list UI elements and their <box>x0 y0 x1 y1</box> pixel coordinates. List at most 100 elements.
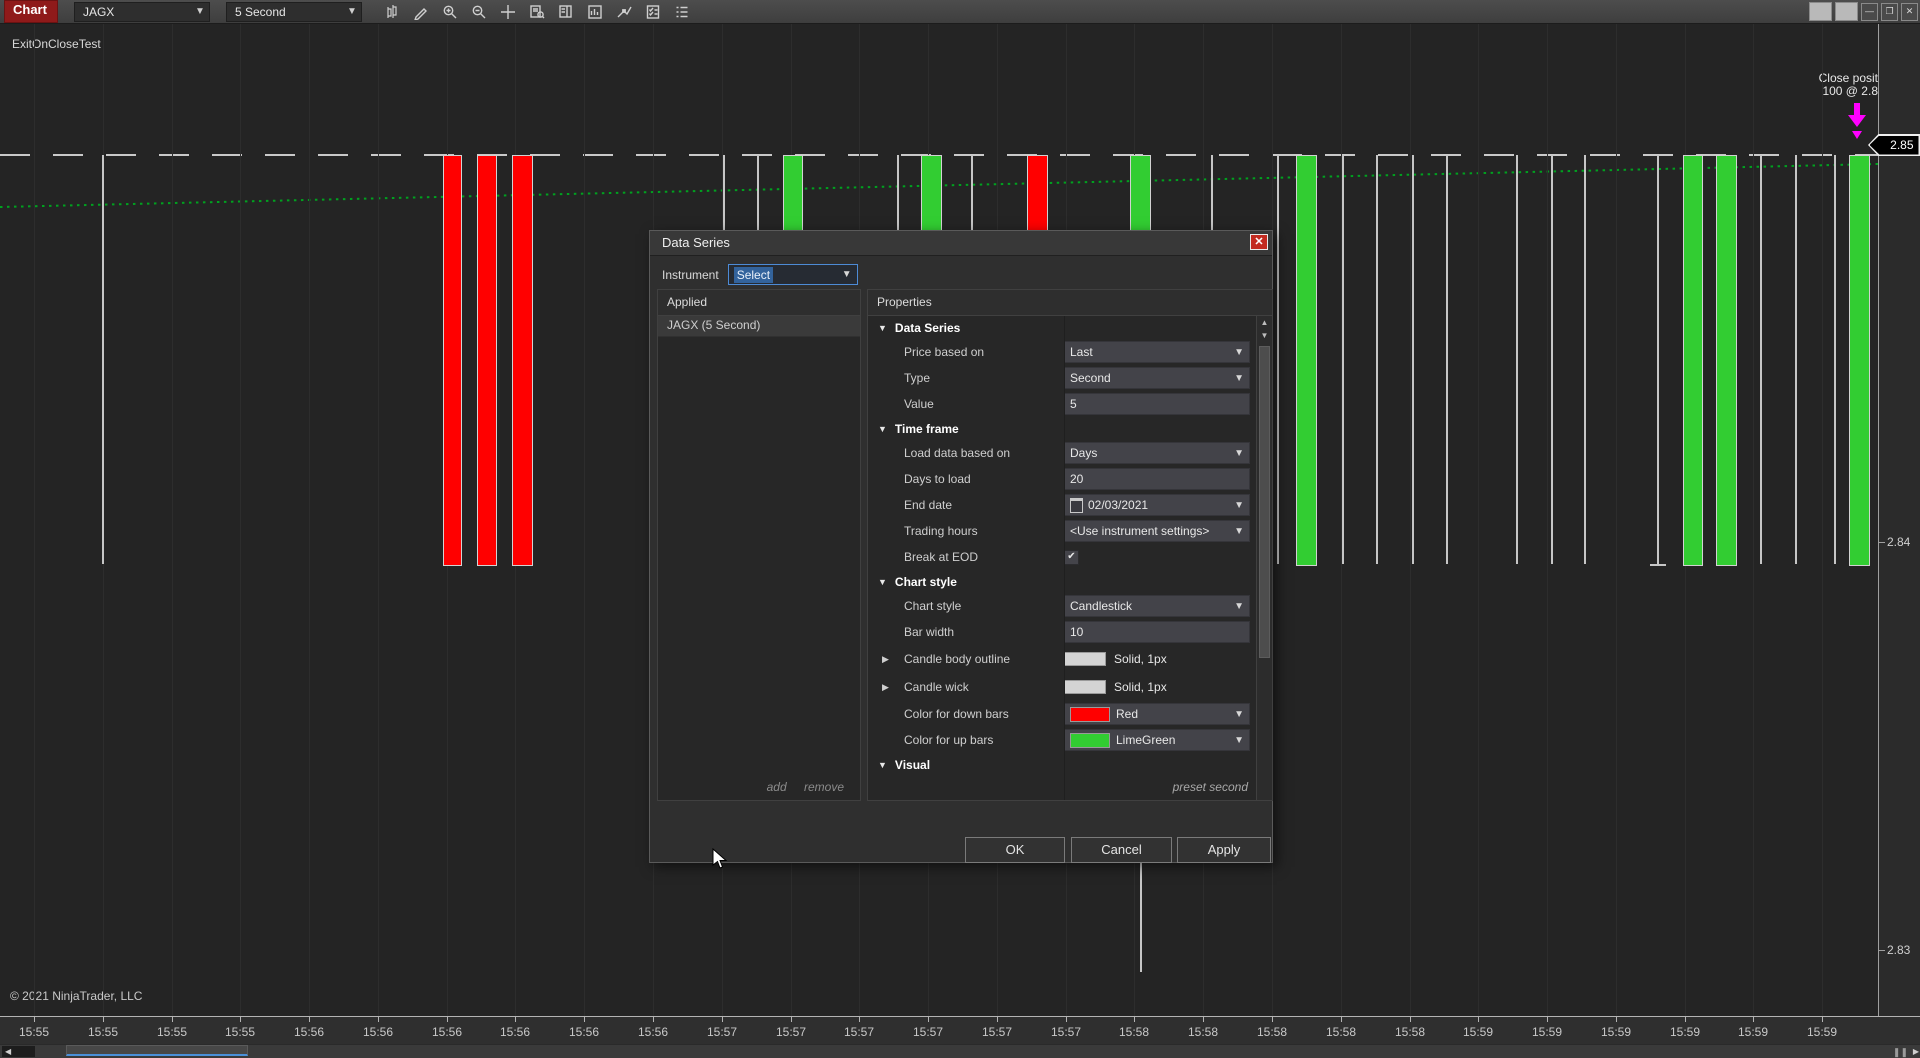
instrument-select-dropdown[interactable]: Select ▼ <box>727 264 858 285</box>
cancel-button[interactable]: Cancel <box>1071 837 1172 863</box>
line-style-swatch <box>1064 680 1106 694</box>
chevron-down-icon: ▼ <box>841 269 852 280</box>
scroll-up-icon[interactable]: ▲ <box>1260 318 1269 327</box>
scrollbar-thumb[interactable] <box>66 1045 248 1056</box>
end-date-dropdown[interactable]: 02/03/2021 ▼ <box>1064 494 1250 516</box>
expand-icon[interactable]: ▶ <box>882 681 889 692</box>
property-group-chart-style[interactable]: ▼ Chart style <box>868 570 1256 593</box>
drawing-tools-icon[interactable] <box>409 2 433 22</box>
property-row-trading-hours: Trading hours <Use instrument settings> ▼ <box>868 518 1256 544</box>
value-input[interactable]: 5 <box>1064 393 1250 415</box>
property-label: End date <box>904 498 953 512</box>
color-for-down-bars-dropdown[interactable]: Red ▼ <box>1064 703 1250 725</box>
scroll-left-button[interactable]: ◀ <box>2 1046 35 1057</box>
property-label: Value <box>904 397 934 411</box>
price-axis[interactable]: 2.85 2.84 2.83 <box>1868 24 1920 1016</box>
property-field-days-to-load[interactable]: 20 <box>1064 468 1250 490</box>
indicators-icon[interactable] <box>583 2 607 22</box>
time-axis-label: 15:57 <box>706 1025 738 1039</box>
scrollbar-grip-icon[interactable]: ❚❚ <box>1892 1047 1908 1057</box>
scroll-right-button[interactable]: ▶ <box>1912 1047 1919 1056</box>
end-date-value: 02/03/2021 <box>1088 498 1149 512</box>
restore-button[interactable]: ❐ <box>1881 2 1898 21</box>
property-label: Type <box>904 371 931 385</box>
expand-icon[interactable]: ▶ <box>882 653 889 664</box>
days-to-load-input[interactable]: 20 <box>1064 468 1250 490</box>
color-for-up-bars-dropdown[interactable]: LimeGreen ▼ <box>1064 729 1250 751</box>
property-group-time-frame[interactable]: ▼ Time frame <box>868 417 1256 440</box>
property-field-chart-style[interactable]: Candlestick ▼ <box>1064 595 1250 617</box>
property-field-candle-body-outline[interactable]: Solid, 1px <box>1064 648 1250 670</box>
panel-icon[interactable] <box>1809 2 1832 21</box>
chart-trader-icon[interactable] <box>554 2 578 22</box>
property-label: Candle wick <box>904 680 969 694</box>
applied-series-item[interactable]: JAGX (5 Second) <box>658 316 860 337</box>
chart-style-dropdown[interactable]: Candlestick ▼ <box>1064 595 1250 617</box>
property-group-visual[interactable]: ▼ Visual <box>868 753 1256 776</box>
zoom-in-icon[interactable] <box>438 2 462 22</box>
property-field-break-at-eod[interactable]: ✔ <box>1064 546 1250 568</box>
interval-selector-value: 5 Second <box>234 4 286 19</box>
gridline <box>584 24 585 1016</box>
property-field-end-date[interactable]: 02/03/2021 ▼ <box>1064 494 1250 516</box>
property-field-trading-hours[interactable]: <Use instrument settings> ▼ <box>1064 520 1250 542</box>
property-field-price-based-on[interactable]: Last ▼ <box>1064 341 1250 363</box>
remove-button[interactable]: remove <box>803 780 844 794</box>
trading-hours-dropdown[interactable]: <Use instrument settings> ▼ <box>1064 520 1250 542</box>
property-field-bar-width[interactable]: 10 <box>1064 621 1250 643</box>
chart-style-value: Candlestick <box>1070 599 1133 613</box>
draw-line-icon[interactable] <box>612 2 636 22</box>
crosshair-icon[interactable] <box>496 2 520 22</box>
gridline <box>1753 24 1754 1016</box>
property-field-color-for-down-bars[interactable]: Red ▼ <box>1064 703 1250 725</box>
candle-wick <box>1412 155 1414 564</box>
time-axis[interactable]: 15:55 15:55 15:55 15:55 15:56 15:56 15:56 15:56… <box>0 1016 1920 1044</box>
type-dropdown[interactable]: Second ▼ <box>1064 367 1250 389</box>
strategies-icon[interactable] <box>641 2 665 22</box>
panel-icon[interactable] <box>1835 2 1858 21</box>
property-field-candle-wick[interactable]: Solid, 1px <box>1064 676 1250 698</box>
instrument-selector[interactable]: JAGX ▼ <box>73 1 210 22</box>
apply-button[interactable]: Apply <box>1177 837 1271 863</box>
candle-wick <box>1834 155 1836 564</box>
price-markers-icon[interactable] <box>380 2 404 22</box>
add-button[interactable]: add <box>766 780 787 794</box>
time-tickmark <box>1478 1017 1479 1022</box>
instrument-row: Instrument Select ▼ <box>662 264 858 285</box>
close-button[interactable]: ✕ <box>1901 2 1918 21</box>
break-at-eod-checkbox[interactable]: ✔ <box>1064 549 1079 565</box>
horizontal-scrollbar[interactable]: ◀ ❚❚ ▶ <box>0 1044 1920 1058</box>
ok-button[interactable]: OK <box>965 837 1065 863</box>
chart-menu-button[interactable]: Chart <box>4 0 58 23</box>
property-group-label: Visual <box>894 757 931 772</box>
price-based-on-dropdown[interactable]: Last ▼ <box>1064 341 1250 363</box>
candle-wick <box>1277 155 1279 564</box>
time-tickmark <box>1410 1017 1411 1022</box>
property-field-load-data-based-on[interactable]: Days ▼ <box>1064 442 1250 464</box>
interval-selector[interactable]: 5 Second ▼ <box>225 1 362 22</box>
load-data-based-on-dropdown[interactable]: Days ▼ <box>1064 442 1250 464</box>
bar-width-input[interactable]: 10 <box>1064 621 1250 643</box>
dialog-close-icon[interactable]: ✕ <box>1250 234 1268 250</box>
exit-order-arrow-icon <box>1848 103 1866 139</box>
property-group-data-series[interactable]: ▼ Data Series <box>868 316 1256 339</box>
value-value: 5 <box>1070 397 1077 411</box>
properties-scrollbar[interactable]: ▲ ▼ <box>1256 316 1272 800</box>
candle-wick <box>102 155 104 564</box>
time-axis-label: 15:59 <box>1806 1025 1838 1039</box>
property-field-type[interactable]: Second ▼ <box>1064 367 1250 389</box>
property-field-color-for-up-bars[interactable]: LimeGreen ▼ <box>1064 729 1250 751</box>
scroll-down-icon[interactable]: ▼ <box>1260 331 1269 340</box>
preset-note: preset second <box>1172 780 1248 794</box>
properties-scrollbar-thumb[interactable] <box>1259 346 1270 658</box>
data-box-icon[interactable] <box>525 2 549 22</box>
property-field-value[interactable]: 5 <box>1064 393 1250 415</box>
applied-actions: add remove <box>753 780 844 794</box>
minimize-button[interactable]: — <box>1861 2 1878 21</box>
gridline <box>1616 24 1617 1016</box>
property-label: Price based on <box>904 345 985 359</box>
properties-icon[interactable] <box>670 2 694 22</box>
dialog-title[interactable]: Data Series <box>650 231 1272 256</box>
time-tickmark <box>653 1017 654 1022</box>
zoom-out-icon[interactable] <box>467 2 491 22</box>
